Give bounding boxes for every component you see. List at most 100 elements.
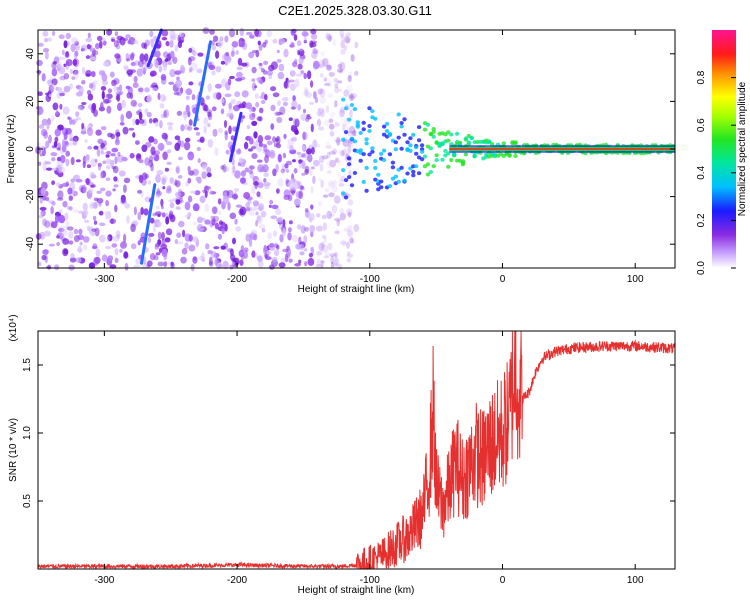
noise-speckle — [133, 206, 137, 216]
noise-speckle — [121, 99, 126, 109]
noise-speckle — [92, 80, 99, 84]
noise-speckle — [272, 136, 277, 143]
noise-speckle — [293, 180, 300, 190]
noise-speckle — [91, 203, 98, 208]
noise-speckle — [73, 59, 78, 65]
noise-speckle — [258, 141, 263, 147]
noise-speckle — [248, 135, 253, 140]
noise-speckle — [329, 130, 335, 137]
noise-speckle — [295, 73, 303, 77]
noise-speckle — [293, 168, 298, 174]
noise-speckle — [211, 45, 217, 51]
noise-speckle — [231, 193, 239, 200]
noise-speckle — [321, 155, 329, 160]
noise-speckle — [252, 200, 259, 207]
noise-speckle — [157, 142, 165, 151]
noise-speckle — [109, 71, 115, 78]
noise-speckle — [176, 70, 183, 74]
noise-speckle — [63, 249, 69, 255]
noise-speckle — [251, 250, 256, 258]
noise-speckle — [292, 136, 298, 142]
noise-speckle — [334, 121, 339, 128]
noise-speckle — [103, 146, 107, 151]
noise-speckle — [48, 200, 55, 204]
noise-speckle — [337, 172, 342, 178]
noise-speckle — [272, 92, 280, 98]
noise-speckle — [218, 210, 222, 215]
noise-speckle — [226, 54, 232, 64]
noise-speckle — [190, 190, 197, 194]
noise-speckle — [239, 40, 246, 48]
noise-speckle — [86, 44, 91, 50]
noise-speckle — [64, 53, 70, 59]
noise-speckle — [273, 142, 277, 148]
noise-speckle — [307, 257, 315, 266]
noise-speckle — [37, 161, 42, 166]
noise-speckle — [282, 97, 289, 102]
noise-speckle — [45, 196, 50, 202]
noise-speckle — [148, 159, 153, 168]
noise-speckle — [289, 187, 297, 194]
noise-speckle — [205, 95, 210, 100]
noise-speckle — [258, 203, 265, 212]
noise-speckle — [230, 98, 236, 105]
carrier-blob — [434, 153, 439, 158]
noise-speckle — [254, 252, 258, 259]
carrier-blob — [367, 129, 372, 133]
noise-speckle — [59, 92, 65, 97]
noise-speckle — [137, 189, 143, 194]
noise-speckle — [326, 170, 332, 174]
noise-speckle — [187, 126, 193, 131]
noise-speckle — [175, 165, 180, 175]
noise-speckle — [89, 82, 94, 89]
noise-speckle — [128, 127, 135, 131]
noise-speckle — [317, 201, 323, 207]
noise-speckle — [306, 114, 311, 118]
noise-speckle — [105, 190, 112, 197]
noise-speckle — [165, 40, 170, 47]
carrier-blob — [355, 124, 360, 129]
noise-speckle — [251, 153, 258, 159]
noise-speckle — [78, 106, 85, 111]
noise-speckle — [102, 79, 108, 86]
noise-speckle — [304, 168, 309, 175]
noise-speckle — [339, 212, 347, 221]
noise-speckle — [335, 80, 343, 84]
noise-speckle — [51, 78, 58, 86]
noise-speckle — [100, 142, 106, 148]
noise-speckle — [85, 37, 93, 43]
noise-speckle — [270, 123, 275, 130]
noise-speckle — [351, 130, 356, 137]
noise-speckle — [268, 73, 273, 80]
noise-speckle — [138, 111, 143, 121]
noise-speckle — [286, 247, 292, 257]
noise-speckle — [165, 141, 173, 146]
spectral-streak — [228, 111, 243, 163]
noise-speckle — [212, 106, 217, 112]
noise-speckle — [326, 151, 331, 159]
noise-speckle — [354, 41, 359, 49]
noise-speckle — [127, 73, 132, 77]
noise-speckle — [224, 131, 228, 141]
noise-speckle — [315, 111, 320, 116]
noise-speckle — [161, 132, 168, 140]
x-tick-label: -100 — [360, 274, 380, 285]
noise-speckle — [229, 113, 234, 120]
noise-speckle — [327, 93, 334, 99]
noise-speckle — [251, 206, 258, 211]
noise-speckle — [303, 108, 306, 114]
carrier-blob — [364, 141, 369, 146]
noise-speckle — [318, 112, 323, 117]
noise-speckle — [187, 177, 192, 184]
noise-speckle — [293, 34, 298, 41]
noise-speckle — [316, 258, 322, 267]
noise-speckle — [55, 182, 61, 187]
noise-speckle — [111, 243, 118, 248]
noise-speckle — [197, 227, 205, 231]
noise-speckle — [100, 101, 104, 111]
noise-speckle — [201, 171, 207, 180]
noise-speckle — [78, 228, 83, 235]
spectrogram-x-axis: -300 -200 -100 0 100 — [94, 30, 644, 285]
noise-speckle — [346, 251, 351, 256]
noise-speckle — [204, 203, 210, 213]
